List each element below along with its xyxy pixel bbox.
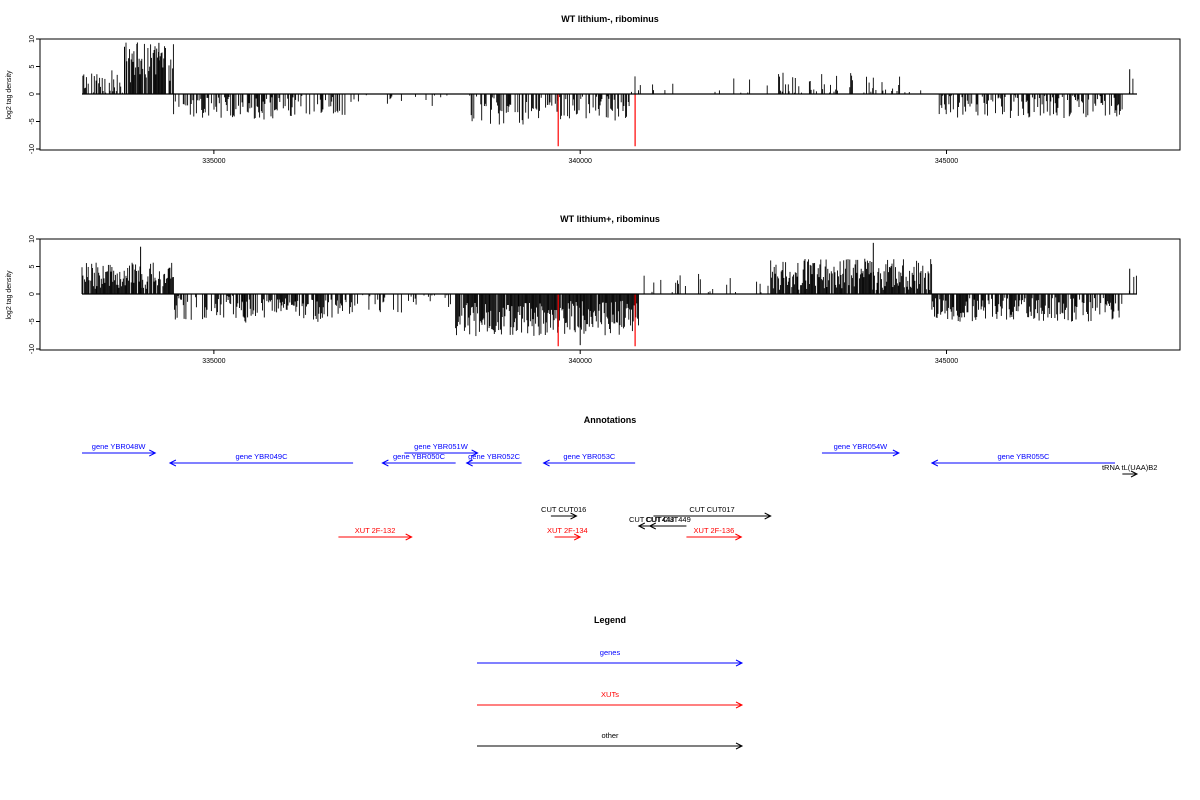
annotation-label: gene YBR055C <box>997 452 1050 461</box>
coverage-bars <box>81 242 1137 347</box>
annotations-panel: Annotations gene YBR048W gene YBR049C gene… <box>82 415 1157 541</box>
y-tick-label: -5 <box>29 118 36 124</box>
annotation-label: gene YBR053C <box>563 452 616 461</box>
annotation-arrow <box>653 512 772 520</box>
x-axis: 335000 340000 345000 <box>202 350 958 365</box>
legend-arrow <box>477 659 744 667</box>
annotation-arrow <box>465 459 522 467</box>
track-title: WT lithium+, ribominus <box>560 214 660 224</box>
annotation-arrow <box>821 449 901 457</box>
annotation-label: XUT 2F-132 <box>355 526 396 535</box>
legend-arrow <box>477 742 744 750</box>
x-tick-label: 340000 <box>569 358 592 365</box>
legend: Legend genes XUTs other <box>477 615 744 750</box>
annotation-arrow <box>686 533 743 541</box>
y-axis-label: log2 tag density <box>6 270 13 320</box>
legend-title: Legend <box>594 615 626 625</box>
annotation-arrow <box>554 533 582 541</box>
annotation-label: gene YBR049C <box>236 452 289 461</box>
track-panel-lithium-minus: WT lithium-, ribominus log2 tag density … <box>6 14 1181 165</box>
annotation-label: CUT CUT448 <box>629 515 674 524</box>
annotation-arrow <box>168 459 354 467</box>
y-tick-label: 0 <box>29 92 36 96</box>
y-tick-label: -10 <box>29 344 36 354</box>
annotation-label: CUT CUT016 <box>541 505 586 514</box>
annotation-arrow <box>550 512 578 520</box>
annotation-arrow <box>542 459 636 467</box>
x-tick-label: 335000 <box>202 358 225 365</box>
y-tick-label: -5 <box>29 318 36 324</box>
annotation-label: gene YBR048W <box>92 442 147 451</box>
y-tick-label: 5 <box>29 264 36 268</box>
coverage-bars <box>82 42 1137 147</box>
y-tick-label: 10 <box>29 35 36 43</box>
annotation-arrow <box>930 459 1116 467</box>
legend-label: XUTs <box>601 690 619 699</box>
annotation-label: XUT 2F-136 <box>694 526 735 535</box>
x-tick-label: 340000 <box>569 158 592 165</box>
annotation-label: CUT CUT449 <box>645 515 690 524</box>
y-axis: -10 -5 0 5 10 <box>29 235 41 354</box>
legend-label: other <box>601 731 619 740</box>
track-panel-lithium-plus: WT lithium+, ribominus log2 tag density … <box>6 214 1181 365</box>
x-tick-label: 345000 <box>935 358 958 365</box>
annotation-arrow <box>404 449 479 457</box>
y-tick-label: 0 <box>29 292 36 296</box>
annotation-arrow <box>338 533 413 541</box>
y-axis: -10 -5 0 5 10 <box>29 35 41 154</box>
annotation-label: CUT CUT017 <box>689 505 734 514</box>
y-tick-label: -10 <box>29 144 36 154</box>
annotation-label: tRNA tL(UAA)B2 <box>1102 463 1157 472</box>
annotation-label: gene YBR054W <box>834 442 889 451</box>
track-title: WT lithium-, ribominus <box>561 14 659 24</box>
annotation-label: gene YBR052C <box>468 452 521 461</box>
x-tick-label: 345000 <box>935 158 958 165</box>
annotation-label: XUT 2F-134 <box>547 526 588 535</box>
y-tick-label: 10 <box>29 235 36 243</box>
annotation-arrow <box>1122 470 1139 478</box>
y-tick-label: 5 <box>29 64 36 68</box>
annotation-label: gene YBR051W <box>414 442 469 451</box>
annotations-title: Annotations <box>584 415 637 425</box>
annotation-arrow <box>648 522 687 530</box>
legend-items: genes XUTs other <box>477 648 744 750</box>
x-tick-label: 335000 <box>202 158 225 165</box>
y-axis-label: log2 tag density <box>6 70 13 120</box>
annotation-label: gene YBR050C <box>393 452 446 461</box>
legend-label: genes <box>600 648 621 657</box>
annotation-arrow <box>82 449 157 457</box>
x-axis: 335000 340000 345000 <box>202 150 958 165</box>
legend-arrow <box>477 701 744 709</box>
annotation-arrow <box>381 459 456 467</box>
